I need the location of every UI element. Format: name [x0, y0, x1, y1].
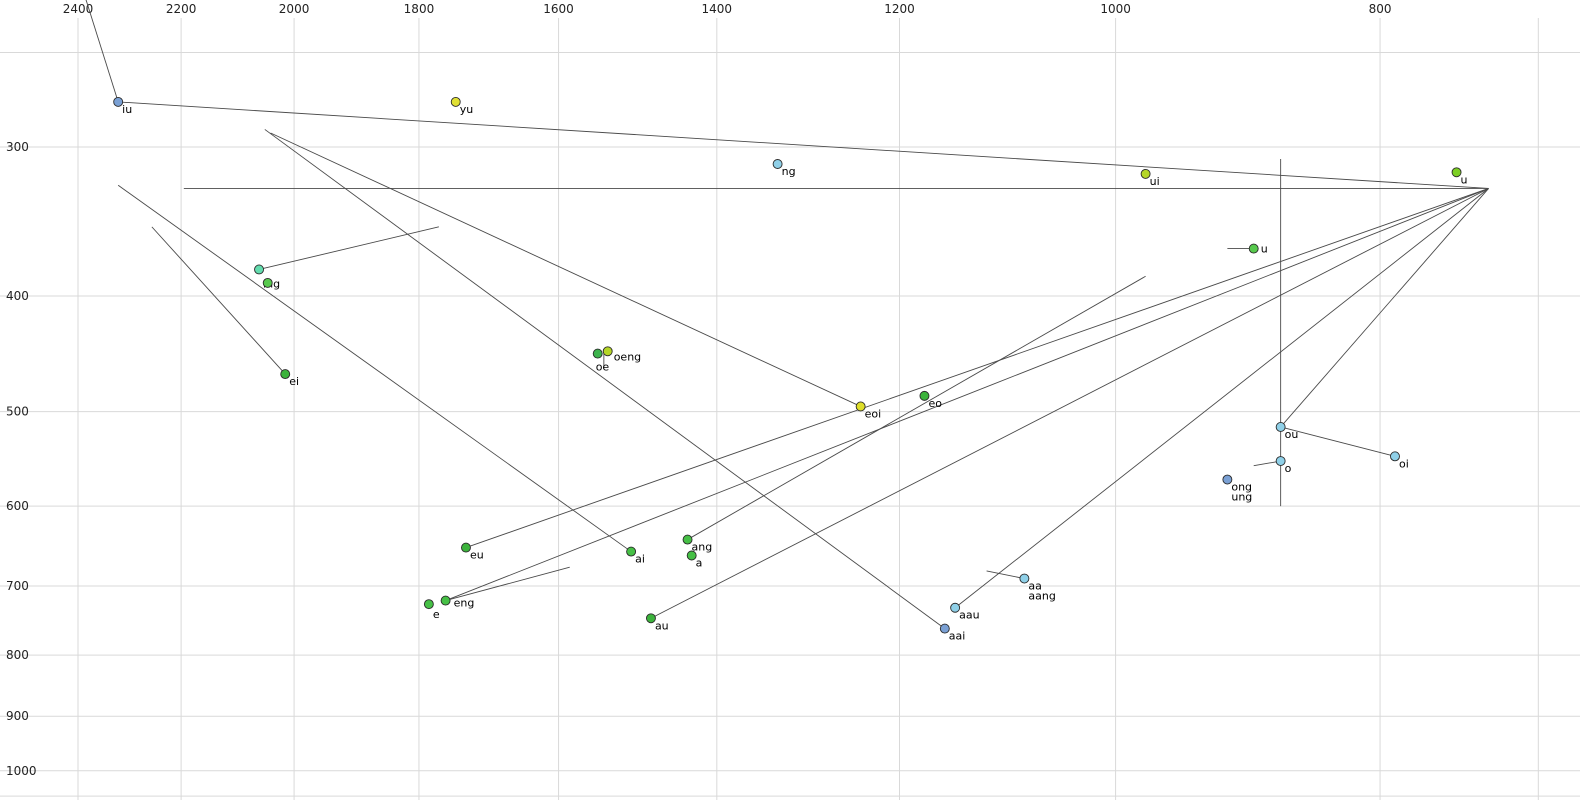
- point-label-a: a: [696, 557, 703, 570]
- x-axis-tick-label: 2400: [63, 2, 94, 16]
- data-point-ui: [1140, 168, 1151, 179]
- data-point-oeng: [602, 346, 613, 357]
- data-point-unlabeled: [262, 277, 273, 288]
- trajectory-line: [687, 275, 1146, 540]
- point-label-ai: ai: [635, 553, 645, 566]
- trajectory-line: [445, 566, 570, 602]
- point-label-iu: iu: [122, 103, 132, 116]
- point-label-au: au: [655, 619, 669, 632]
- x-axis-tick-label: 1000: [1100, 2, 1131, 16]
- point-label-ou: ou: [1285, 428, 1299, 441]
- point-label-oi: oi: [1399, 457, 1409, 470]
- point-label-aau: aau: [959, 609, 979, 622]
- y-axis-tick-label: 500: [6, 405, 29, 419]
- y-axis-tick-label: 400: [6, 289, 29, 303]
- x-axis-tick-label: 1600: [543, 2, 574, 16]
- point-label-ui: ui: [1150, 175, 1160, 188]
- point-label-u: u: [1461, 173, 1468, 186]
- point-label-aai: aai: [949, 630, 966, 643]
- data-point-ou: [1275, 422, 1286, 432]
- trajectory-line: [1280, 188, 1489, 428]
- data-point-aai: [939, 623, 950, 634]
- data-point-ei: [280, 369, 291, 380]
- data-point-u: [1451, 167, 1462, 178]
- data-point-eu: [461, 542, 471, 553]
- point-label-yu: yu: [460, 103, 473, 116]
- data-point-eng: [440, 595, 451, 606]
- trajectory-line: [465, 188, 1489, 549]
- point-label-oeng: oeng: [614, 350, 641, 363]
- x-axis-tick-label: 1800: [404, 2, 435, 16]
- x-axis-tick-label: 2200: [166, 2, 197, 16]
- data-point-ong: [1222, 474, 1233, 485]
- data-point-yu: [450, 96, 461, 107]
- data-point-o: [1275, 456, 1286, 466]
- y-axis-tick-label: 700: [6, 579, 29, 593]
- data-point-e: [423, 599, 434, 610]
- x-axis-tick-label: 1400: [702, 2, 733, 16]
- x-axis-tick-label: 800: [1369, 2, 1392, 16]
- point-label-aang: aang: [1028, 590, 1055, 603]
- point-label-ang: ang: [692, 541, 713, 554]
- trajectory-line: [270, 132, 861, 407]
- point-label-u: u: [1261, 243, 1268, 256]
- trajectory-line: [445, 188, 1489, 602]
- data-point-ing: [254, 264, 265, 275]
- x-axis-tick-label: 2000: [279, 2, 310, 16]
- point-label-eu: eu: [470, 549, 484, 562]
- data-point-u: [1248, 243, 1259, 254]
- point-label-eo: eo: [928, 397, 942, 410]
- point-label-e: e: [433, 608, 440, 621]
- trajectory-line: [258, 226, 439, 270]
- trajectory-line: [954, 188, 1489, 609]
- point-label-ung: ung: [1231, 491, 1252, 504]
- trajectory-line: [264, 129, 946, 629]
- data-point-ang: [682, 534, 693, 545]
- data-point-au: [646, 613, 656, 624]
- trajectory-line: [118, 101, 1489, 189]
- y-axis-tick-label: 300: [6, 140, 29, 154]
- data-point-eoi: [855, 401, 866, 412]
- point-label-o: o: [1285, 462, 1292, 475]
- trajectory-line: [986, 570, 1025, 579]
- trajectory-line: [1280, 426, 1396, 457]
- trajectory-line: [117, 184, 632, 552]
- point-label-oe: oe: [596, 361, 610, 374]
- trajectory-line: [85, 0, 119, 103]
- data-point-iu: [113, 96, 124, 107]
- data-point-oi: [1390, 451, 1400, 462]
- trajectory-line: [151, 226, 286, 375]
- data-point-aa: [1019, 573, 1030, 584]
- data-point-aau: [950, 602, 961, 613]
- data-point-a: [686, 550, 697, 561]
- data-point-ai: [626, 546, 637, 557]
- x-axis-tick-label: 1200: [884, 2, 915, 16]
- point-label-ng: ng: [782, 165, 796, 178]
- data-point-eo: [919, 390, 930, 401]
- trajectory-line: [650, 188, 1489, 619]
- y-axis-tick-label: 800: [6, 648, 29, 662]
- y-axis-tick-label: 900: [6, 709, 29, 723]
- point-label-eoi: eoi: [865, 407, 882, 420]
- data-point-ng: [772, 159, 783, 169]
- point-label-eng: eng: [454, 597, 475, 610]
- point-label-ong: ong: [1231, 481, 1252, 494]
- y-axis-tick-label: 600: [6, 499, 29, 513]
- point-label-ei: ei: [289, 375, 299, 388]
- point-label-aa: aa: [1028, 580, 1041, 593]
- y-axis-tick-label: 1000: [6, 764, 37, 778]
- data-point-oe: [592, 348, 603, 359]
